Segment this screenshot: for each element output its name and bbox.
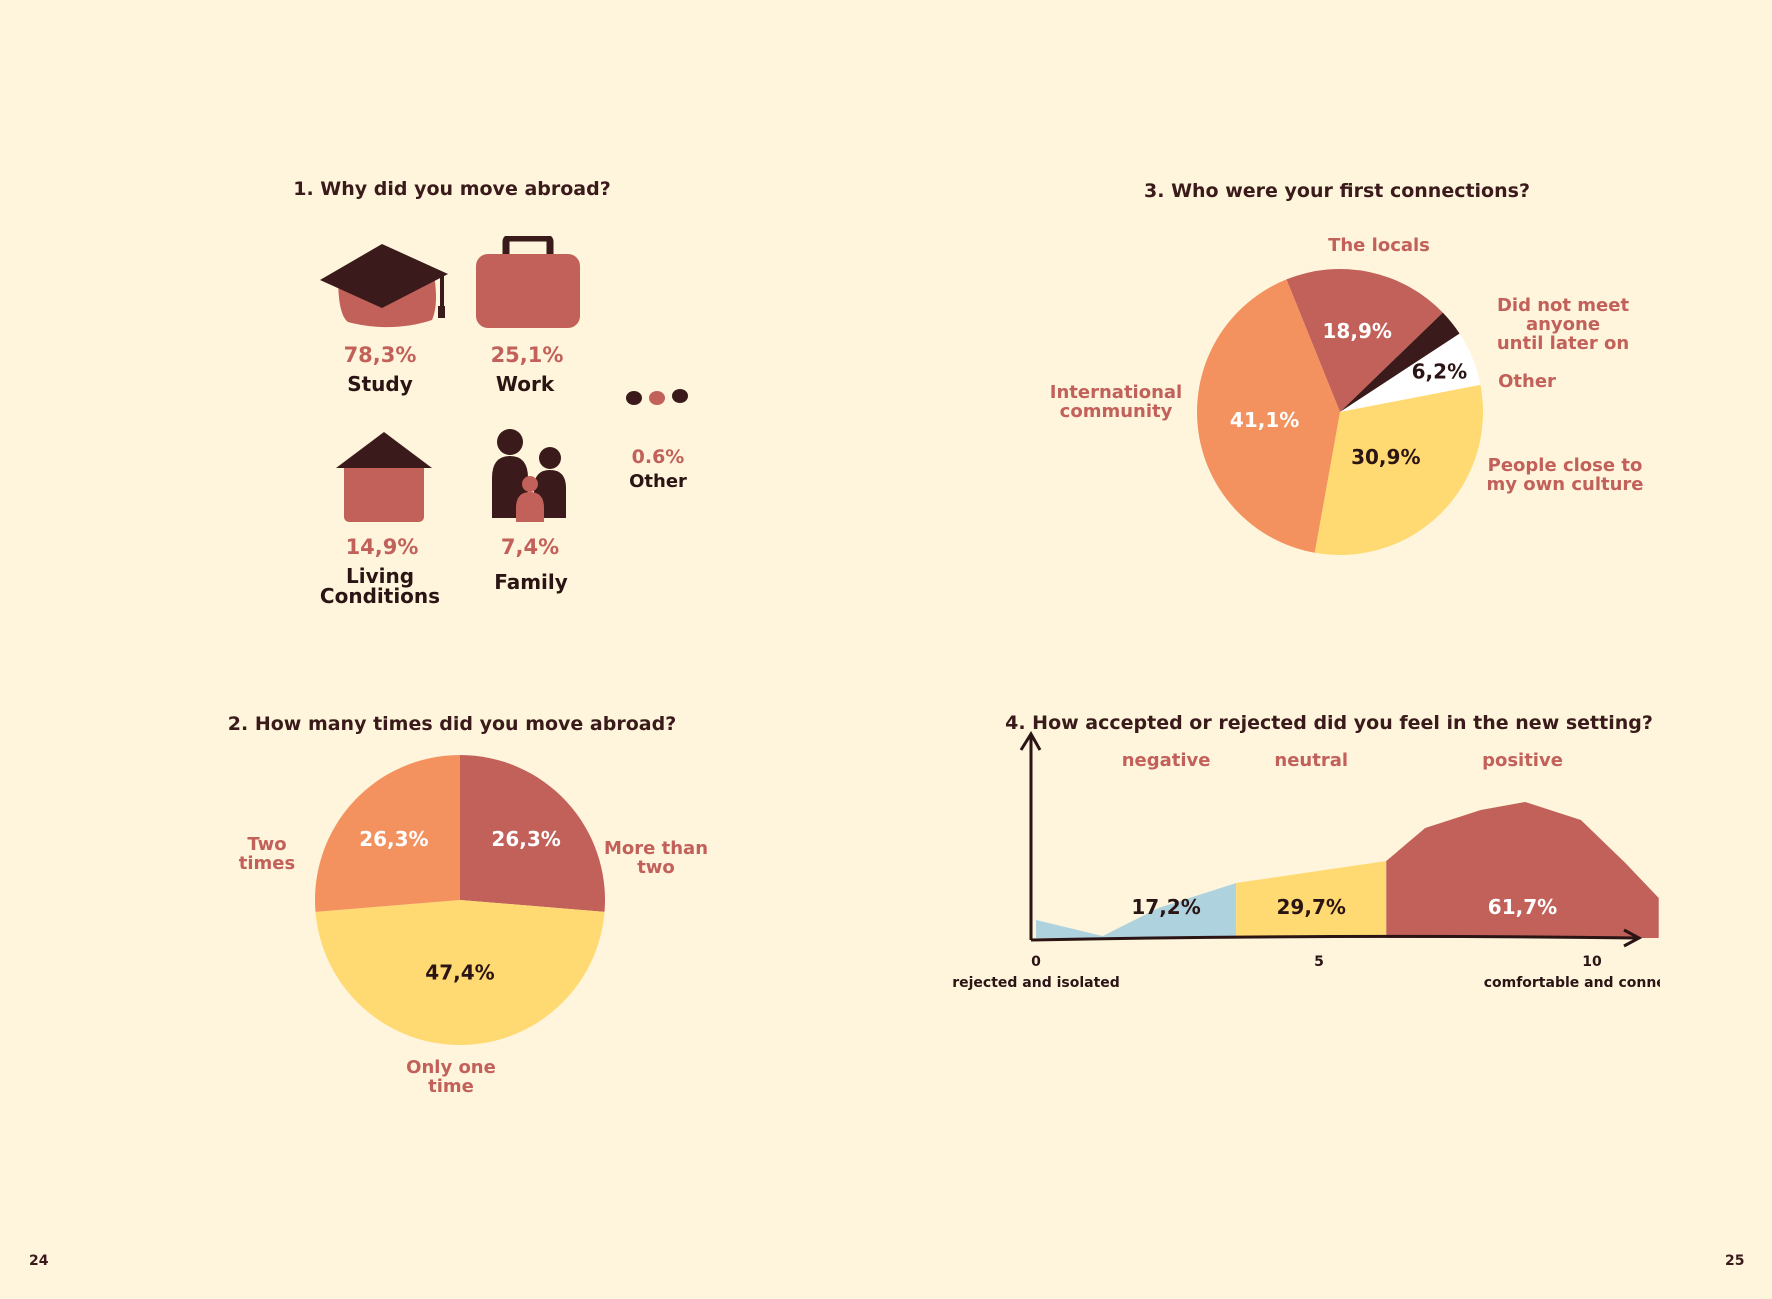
q2-pie-chart: 26,3% 47,4% 26,3% bbox=[315, 755, 605, 1046]
pie-value-label: 41,1% bbox=[1230, 408, 1299, 432]
q3-title: 3. Who were your first connections? bbox=[1144, 180, 1530, 202]
x-axis bbox=[1030, 934, 1639, 942]
pie-value-label: 47,4% bbox=[425, 961, 494, 985]
pie-value-label: 6,2% bbox=[1412, 360, 1467, 384]
pie-slice bbox=[1340, 312, 1460, 412]
work-label: Work bbox=[495, 372, 555, 396]
area-band-name: negative bbox=[1122, 750, 1211, 771]
q3-legend-people-close: People close to my own culture bbox=[1486, 455, 1644, 495]
house-icon bbox=[336, 432, 432, 522]
q1-title: 1. Why did you move abroad? bbox=[293, 178, 611, 200]
pie-value-label: 26,3% bbox=[359, 827, 428, 851]
pie-value-label: 18,9% bbox=[1323, 319, 1392, 343]
x-tick-label: 0 bbox=[1031, 954, 1041, 970]
pie-slice bbox=[315, 755, 460, 912]
x-end-label-left: rejected and isolated bbox=[952, 975, 1120, 991]
x-tick-label: 10 bbox=[1582, 954, 1602, 970]
q2-legend-more-than-two: More than two bbox=[603, 838, 709, 878]
briefcase-icon bbox=[476, 236, 580, 328]
pie-slice bbox=[1314, 384, 1483, 555]
q2-title: 2. How many times did you move abroad? bbox=[227, 713, 677, 735]
study-percentage: 78,3% bbox=[343, 343, 417, 367]
page-number-left: 24 bbox=[29, 1253, 49, 1269]
living-conditions-label: Living Conditions bbox=[319, 564, 441, 608]
work-percentage: 25,1% bbox=[490, 343, 564, 367]
q3-legend-international: International community bbox=[1049, 382, 1183, 422]
study-label: Study bbox=[347, 372, 413, 396]
pie-value-label: 26,3% bbox=[491, 827, 560, 851]
q2-legend-only-one-time: Only one time bbox=[406, 1057, 496, 1097]
q4-area-chart: 17,2% negative 29,7% neutral 61,7% positive 0 5… bbox=[952, 731, 1660, 991]
x-end-label-right: comfortable and connected bbox=[1484, 975, 1660, 991]
pie-slice bbox=[460, 755, 605, 912]
pie-slice bbox=[1340, 333, 1481, 412]
q3-pie-chart: 18,9% 6,2% 30,9% 41,1% bbox=[1197, 269, 1483, 555]
three-dots-icon bbox=[626, 389, 688, 405]
page-number-right: 25 bbox=[1725, 1253, 1745, 1269]
other-label: Other bbox=[629, 471, 687, 492]
q3-legend-other: Other bbox=[1498, 371, 1556, 392]
q2-legend-two-times: Two times bbox=[238, 834, 296, 874]
x-tick-label: 5 bbox=[1314, 954, 1324, 970]
area-band-name: neutral bbox=[1274, 750, 1348, 771]
area-band-positive bbox=[1386, 802, 1659, 938]
y-axis-arrow-icon bbox=[1019, 731, 1042, 751]
other-percentage: 0.6% bbox=[631, 446, 685, 468]
family-label: Family bbox=[494, 570, 568, 594]
q3-legend-did-not-meet: Did not meet anyone until later on bbox=[1496, 295, 1630, 354]
living-conditions-percentage: 14,9% bbox=[345, 535, 419, 559]
family-icon bbox=[492, 429, 566, 522]
family-percentage: 7,4% bbox=[500, 535, 560, 559]
pie-slice bbox=[315, 900, 605, 1046]
pie-slice bbox=[1286, 269, 1443, 412]
pie-value-label: 30,9% bbox=[1351, 445, 1420, 469]
area-value-label: 17,2% bbox=[1131, 895, 1200, 919]
area-band-name: positive bbox=[1482, 750, 1563, 771]
area-band-neutral bbox=[1236, 861, 1387, 938]
area-value-label: 29,7% bbox=[1277, 895, 1346, 919]
area-value-label: 61,7% bbox=[1488, 895, 1557, 919]
q3-legend-the-locals: The locals bbox=[1328, 235, 1430, 256]
pie-slice bbox=[1197, 279, 1340, 553]
area-band-negative bbox=[1036, 883, 1237, 938]
x-axis-arrow-icon bbox=[1623, 928, 1643, 948]
graduation-cap-icon bbox=[320, 244, 448, 328]
q4-title: 4. How accepted or rejected did you feel… bbox=[1005, 712, 1653, 734]
